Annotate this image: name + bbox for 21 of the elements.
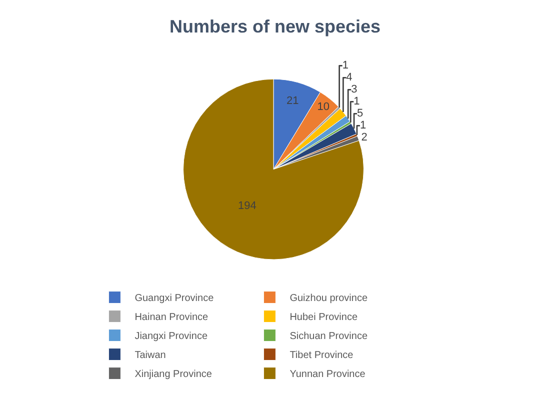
legend-label: Hubei Province bbox=[290, 312, 358, 324]
legend-label: Hainan Province bbox=[134, 312, 209, 324]
legend-label: Yunnan Province bbox=[290, 369, 366, 380]
data-label: 1 bbox=[354, 96, 360, 108]
data-label: 1 bbox=[360, 120, 366, 132]
data-label: 1 bbox=[342, 60, 348, 72]
legend-label: Sichuan Province bbox=[290, 331, 368, 342]
data-label: 4 bbox=[346, 72, 352, 84]
legend-label: Xinjiang Province bbox=[134, 369, 212, 380]
legend-label: Taiwan bbox=[134, 350, 166, 362]
data-label: 3 bbox=[351, 84, 358, 96]
data-label: 21 bbox=[286, 94, 299, 107]
data-label: 194 bbox=[238, 200, 256, 212]
legend-label: Jiangxi Province bbox=[134, 331, 208, 342]
data-label: 10 bbox=[317, 100, 330, 113]
legend-label: Guangxi Province bbox=[134, 293, 214, 304]
data-label: 5 bbox=[357, 108, 364, 120]
chart-title: Numbers of new species bbox=[169, 16, 381, 36]
data-label: 2 bbox=[361, 132, 368, 144]
legend-label: Guizhou province bbox=[290, 293, 368, 304]
legend-label: Tibet Province bbox=[290, 350, 354, 362]
